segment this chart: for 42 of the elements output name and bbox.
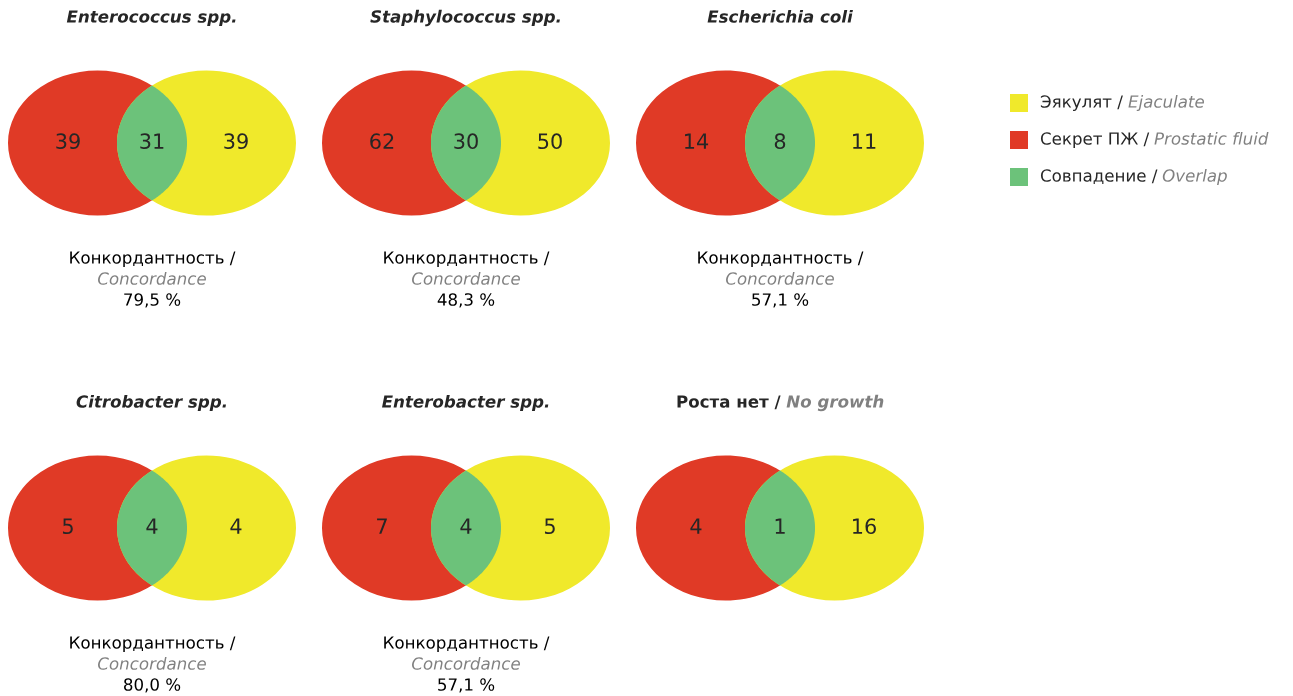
text: Concordance — [98, 271, 206, 285]
text: Конкордантность / — [384, 251, 550, 268]
data-label: 39 — [224, 133, 248, 150]
category-label: Эякулят / Ejaculate — [1040, 94, 1204, 112]
data-label: 4 — [690, 518, 702, 534]
text: Concordance — [412, 271, 520, 285]
data-label: 62 — [370, 133, 394, 150]
data-label: 4 — [230, 518, 242, 534]
text: Конкордантность / — [698, 251, 864, 268]
text: Роста нет / No growth — [677, 394, 884, 412]
data-label: 31 — [140, 133, 164, 150]
text: Конкордантность / — [70, 251, 236, 268]
data-label: 50 — [538, 133, 562, 150]
data-label: 7 — [377, 518, 387, 534]
data-label: 4 — [146, 518, 158, 534]
text: Escherichia coli — [707, 9, 853, 23]
data-label: 39 — [56, 133, 80, 150]
data-label: 5 — [62, 518, 73, 535]
text: 48,3 % — [437, 293, 495, 308]
category-label: Совпадение / Overlap — [1040, 168, 1227, 186]
data-label: 4 — [460, 518, 472, 534]
data-label: 1 — [775, 518, 785, 534]
text: 80,0 % — [124, 678, 181, 693]
text: Concordance — [412, 656, 520, 670]
text: Citrobacter spp. — [76, 394, 226, 412]
text: Конкордантность / — [70, 636, 236, 653]
data-label: 5 — [544, 518, 555, 535]
data-label: 16 — [853, 518, 876, 535]
text: Concordance — [98, 656, 206, 670]
text: Конкордантность / — [384, 636, 550, 653]
data-label: 14 — [685, 133, 709, 149]
text: Enterobacter spp. — [382, 394, 549, 412]
text: 57,1 % — [752, 293, 809, 308]
data-label: 30 — [454, 133, 478, 150]
text: Enterococcus spp. — [66, 10, 236, 27]
text: Concordance — [726, 271, 834, 285]
data-label: 8 — [774, 133, 786, 150]
text: Staphylococcus spp. — [370, 9, 560, 27]
data-label: 11 — [853, 133, 876, 149]
category-label: Секрет ПЖ / Prostatic fluid — [1040, 131, 1269, 149]
text: 79,5 % — [124, 293, 181, 308]
text: 57,1 % — [438, 678, 495, 693]
